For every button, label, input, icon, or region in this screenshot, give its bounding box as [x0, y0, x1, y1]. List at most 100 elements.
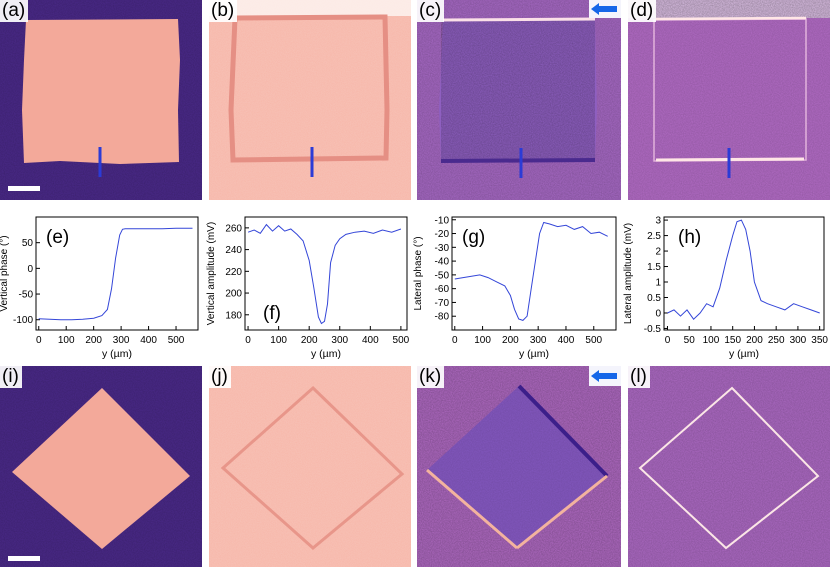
- x-tick-label: 200: [502, 335, 519, 346]
- series-line: [38, 227, 193, 321]
- x-tick-label: 150: [724, 335, 741, 346]
- y-tick-label: 200: [225, 289, 242, 300]
- y-tick-label: -30: [435, 243, 450, 254]
- y-tick-label: 0.5: [647, 293, 661, 304]
- x-tick-label: 0: [245, 335, 251, 346]
- y-tick-label: 0: [27, 264, 33, 275]
- plot-frame: [244, 216, 408, 331]
- x-tick-label: 500: [168, 335, 185, 346]
- blue-arrow-icon: [589, 366, 621, 386]
- panel-label-c: (c): [417, 0, 445, 22]
- x-tick-label: 100: [703, 335, 720, 346]
- y-tick-label: 2.5: [647, 231, 661, 242]
- panel-label-f: (f): [263, 303, 281, 324]
- diamond-domain-outline: [220, 385, 405, 550]
- panel-label-l: (l): [628, 366, 650, 388]
- x-tick-label: 100: [474, 335, 491, 346]
- panel-label-h: (h): [678, 227, 702, 248]
- series-line: [247, 223, 402, 325]
- y-tick-label: 1.5: [647, 262, 661, 273]
- x-tick-label: 400: [558, 335, 575, 346]
- panel-j-vertical-amplitude-map: (j): [209, 366, 411, 567]
- panel-d-lateral-amplitude-map: (d): [628, 0, 830, 200]
- y-tick-label: 2: [655, 247, 661, 258]
- panel-a-vertical-phase-map: (a): [0, 0, 202, 200]
- y-tick-label: -40: [435, 257, 450, 268]
- series-line: [454, 221, 608, 321]
- panel-l-lateral-amplitude-map: (l): [628, 366, 830, 567]
- x-tick-label: 200: [746, 335, 763, 346]
- diamond-domain-shape: [12, 388, 190, 549]
- x-axis-label: y (µm): [729, 348, 759, 360]
- x-tick-label: 0: [36, 335, 42, 346]
- panel-k-lateral-phase-map: (k): [417, 366, 621, 567]
- panel-b-vertical-amplitude-map: (b): [209, 0, 411, 200]
- chart-e: 0 100 200 300 400 500 -100 -50 0 50 y (µm) Vertical…: [0, 205, 205, 360]
- y-tick-label: 260: [225, 223, 242, 234]
- y-tick-label: 50: [22, 238, 34, 249]
- panel-label-k: (k): [417, 366, 445, 388]
- y-tick-label: 240: [225, 245, 242, 256]
- y-tick-label: -0.5: [644, 324, 662, 335]
- x-tick-label: 100: [270, 335, 287, 346]
- scale-bar: [8, 556, 40, 561]
- x-tick-label: 250: [768, 335, 785, 346]
- x-tick-label: 400: [362, 335, 379, 346]
- panel-c-lateral-phase-map: (c): [417, 0, 621, 200]
- y-axis-label: Lateral phase (°): [413, 236, 424, 310]
- y-tick-label: 220: [225, 267, 242, 278]
- series-line: [667, 219, 820, 320]
- x-axis-label: y (µm): [311, 348, 341, 360]
- panel-label-a: (a): [0, 0, 29, 22]
- x-axis-label: y (µm): [519, 348, 549, 360]
- panel-label-b: (b): [209, 0, 238, 22]
- panel-label-d: (d): [628, 0, 657, 22]
- panel-label-j: (j): [209, 366, 231, 388]
- x-tick-label: 500: [393, 335, 410, 346]
- y-axis-label: Vertical amplitude (mV): [206, 222, 217, 325]
- square-domain-outline: [228, 14, 390, 163]
- y-tick-label: -70: [435, 298, 450, 309]
- x-tick-label: 350: [811, 335, 828, 346]
- y-tick-label: -50: [19, 290, 34, 301]
- x-tick-label: 200: [85, 335, 102, 346]
- chart-h: 0 50 100 150 200 250 300 350 -0.5 0 0.5 1 1.5 2 2.5 3 y …: [623, 205, 830, 360]
- y-tick-label: -100: [13, 315, 33, 326]
- plot-frame: [663, 216, 825, 331]
- y-tick-label: 0: [655, 308, 661, 319]
- x-tick-label: 500: [585, 335, 602, 346]
- plot-frame: [35, 216, 199, 331]
- x-tick-label: 50: [684, 335, 696, 346]
- y-tick-label: 180: [225, 310, 242, 321]
- chart-g: 0 100 200 300 400 500 -80 -70 -60 -50 -40 -30 -20 -10…: [413, 205, 622, 360]
- panel-i-vertical-phase-map: (i): [0, 366, 202, 567]
- x-tick-label: 300: [113, 335, 130, 346]
- panel-label-g: (g): [462, 227, 486, 248]
- y-tick-label: -80: [435, 312, 450, 323]
- x-tick-label: 300: [530, 335, 547, 346]
- scale-bar: [8, 186, 40, 191]
- y-tick-label: -50: [435, 270, 450, 281]
- y-tick-label: -20: [435, 229, 450, 240]
- y-axis-label: Lateral amplitude (mV): [623, 223, 634, 324]
- y-tick-label: -10: [435, 215, 450, 226]
- x-tick-label: 400: [140, 335, 157, 346]
- y-tick-label: 3: [655, 216, 661, 227]
- plot-frame: [451, 216, 617, 331]
- square-domain-shape: [22, 19, 180, 164]
- y-tick-label: -60: [435, 284, 450, 295]
- chart-f: 0 100 200 300 400 500 180 200 220 240 260 y (µm) Ver…: [206, 205, 413, 360]
- blue-arrow-icon: [589, 0, 621, 18]
- x-tick-label: 0: [665, 335, 671, 346]
- x-tick-label: 300: [790, 335, 807, 346]
- x-tick-label: 200: [301, 335, 318, 346]
- x-tick-label: 0: [452, 335, 458, 346]
- panel-label-i: (i): [0, 366, 22, 388]
- x-tick-label: 300: [331, 335, 348, 346]
- y-tick-label: 1: [655, 278, 661, 289]
- x-tick-label: 100: [58, 335, 75, 346]
- panel-label-e: (e): [46, 227, 70, 248]
- diamond-domain-outline: [638, 386, 820, 550]
- x-axis-label: y (µm): [102, 348, 132, 360]
- y-axis-label: Vertical phase (°): [0, 235, 10, 311]
